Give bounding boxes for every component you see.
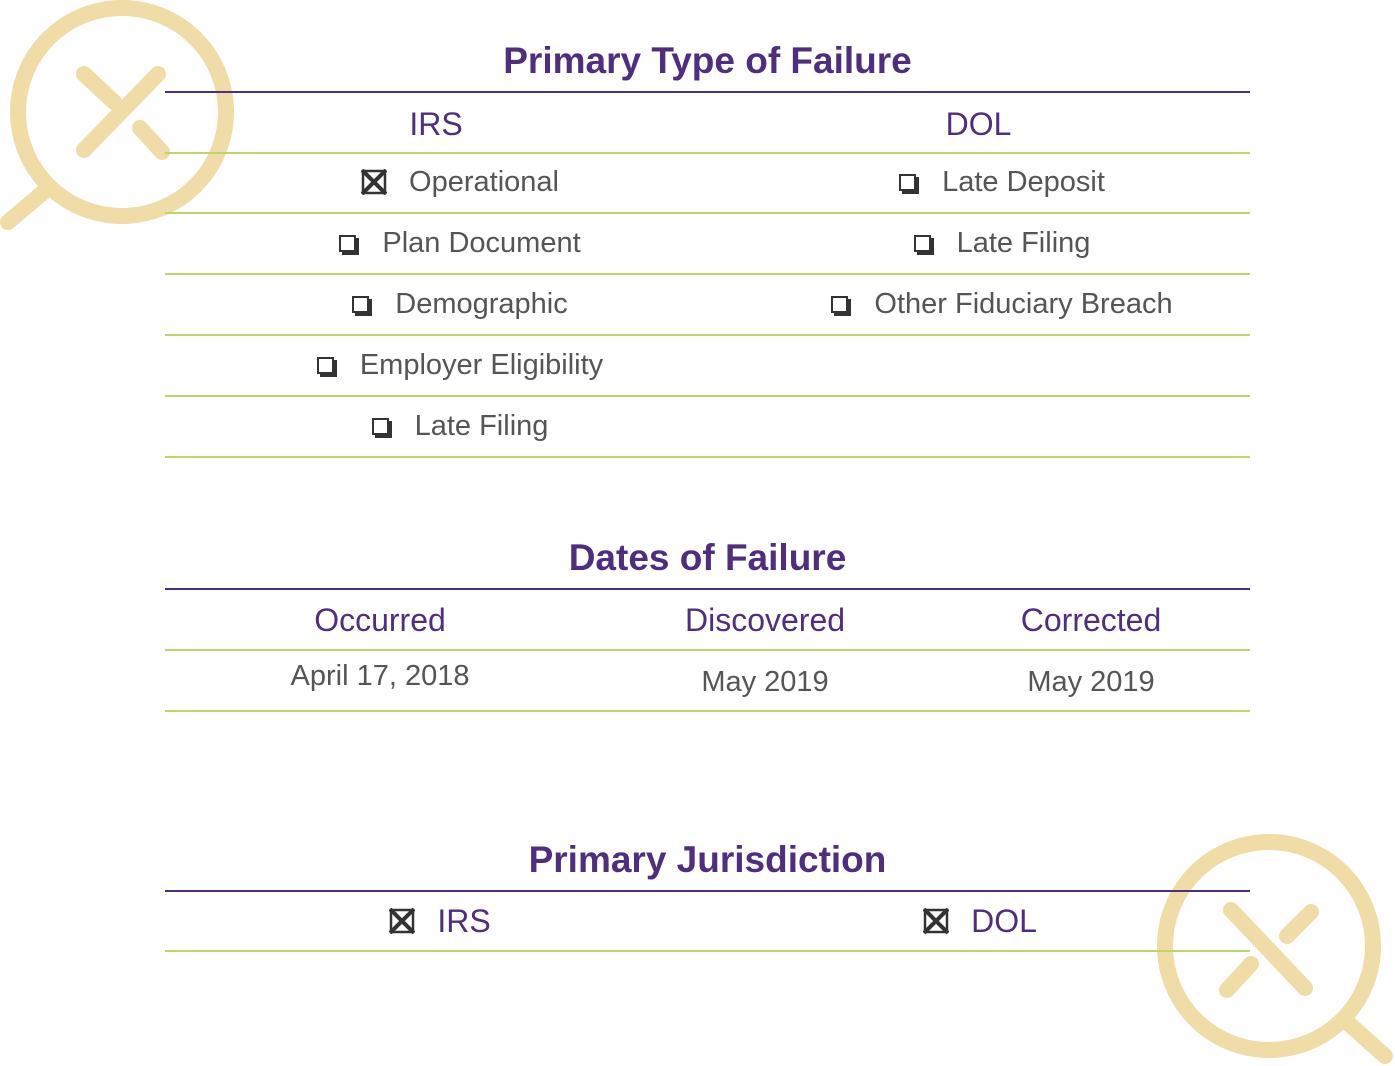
empty-box-icon [316,356,334,374]
divider [165,334,1250,336]
empty-box-icon [371,417,389,435]
magnifier-icon [0,0,234,230]
column-header-corrected: Corrected [1020,601,1162,638]
checked-box-icon [389,908,416,934]
checkbox-item-employer-eligibility[interactable]: Employer Eligibility [165,335,755,395]
checkbox-label: Plan Document [382,226,581,259]
divider [165,395,1250,397]
checkbox-item-jurisdiction-dol[interactable]: DOL [805,892,1155,950]
checkbox-label: IRS [437,902,491,939]
divider [165,152,1250,154]
column-header-irs: IRS [409,105,463,142]
checkbox-label: Employer Eligibility [359,348,604,381]
empty-box-icon [899,173,917,191]
checkbox-label: Late Deposit [942,165,1105,198]
column-header-discovered: Discovered [684,601,846,638]
date-value-occurred: April 17, 2018 [290,659,470,692]
section-title-failure-type: Primary Type of Failure [503,40,912,81]
checkbox-item-jurisdiction-irs[interactable]: IRS [265,892,615,950]
divider [165,890,1250,892]
checkbox-item-late-filing-irs[interactable]: Late Filing [165,396,755,456]
date-value-discovered: May 2019 [701,665,829,698]
divider [165,456,1250,458]
checkbox-item-other-fiduciary-breach[interactable]: Other Fiduciary Breach [707,274,1297,334]
checkbox-label: Late Filing [414,409,549,442]
magnifier-icon [1157,834,1393,1064]
divider [165,212,1250,214]
empty-box-icon [831,295,849,313]
empty-box-icon [913,234,931,252]
divider [165,91,1250,93]
column-header-occurred: Occurred [314,601,446,638]
divider [165,649,1250,651]
checkbox-label: Demographic [395,287,568,320]
empty-box-icon [352,295,370,313]
section-title-jurisdiction: Primary Jurisdiction [528,839,887,880]
checkbox-label: DOL [971,902,1037,939]
section-title-dates: Dates of Failure [568,537,847,578]
checkbox-item-late-deposit[interactable]: Late Deposit [707,152,1297,212]
divider [165,588,1250,590]
checkbox-item-operational[interactable]: Operational [165,152,755,212]
checked-box-icon [923,908,950,934]
divider [165,273,1250,275]
checkbox-item-plan-document[interactable]: Plan Document [165,213,755,273]
checkbox-item-demographic[interactable]: Demographic [165,274,755,334]
checkbox-label: Late Filing [956,226,1091,259]
checkbox-item-late-filing-dol[interactable]: Late Filing [707,213,1297,273]
checkbox-label: Other Fiduciary Breach [874,287,1173,320]
divider [165,710,1250,712]
empty-box-icon [339,234,357,252]
checkbox-label: Operational [409,165,559,198]
checked-box-icon [361,169,388,195]
divider [165,950,1250,952]
column-header-dol: DOL [945,105,1012,142]
date-value-corrected: May 2019 [1027,665,1155,698]
